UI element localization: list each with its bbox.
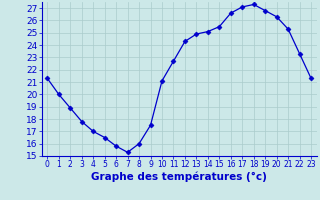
X-axis label: Graphe des températures (°c): Graphe des températures (°c) xyxy=(91,172,267,182)
